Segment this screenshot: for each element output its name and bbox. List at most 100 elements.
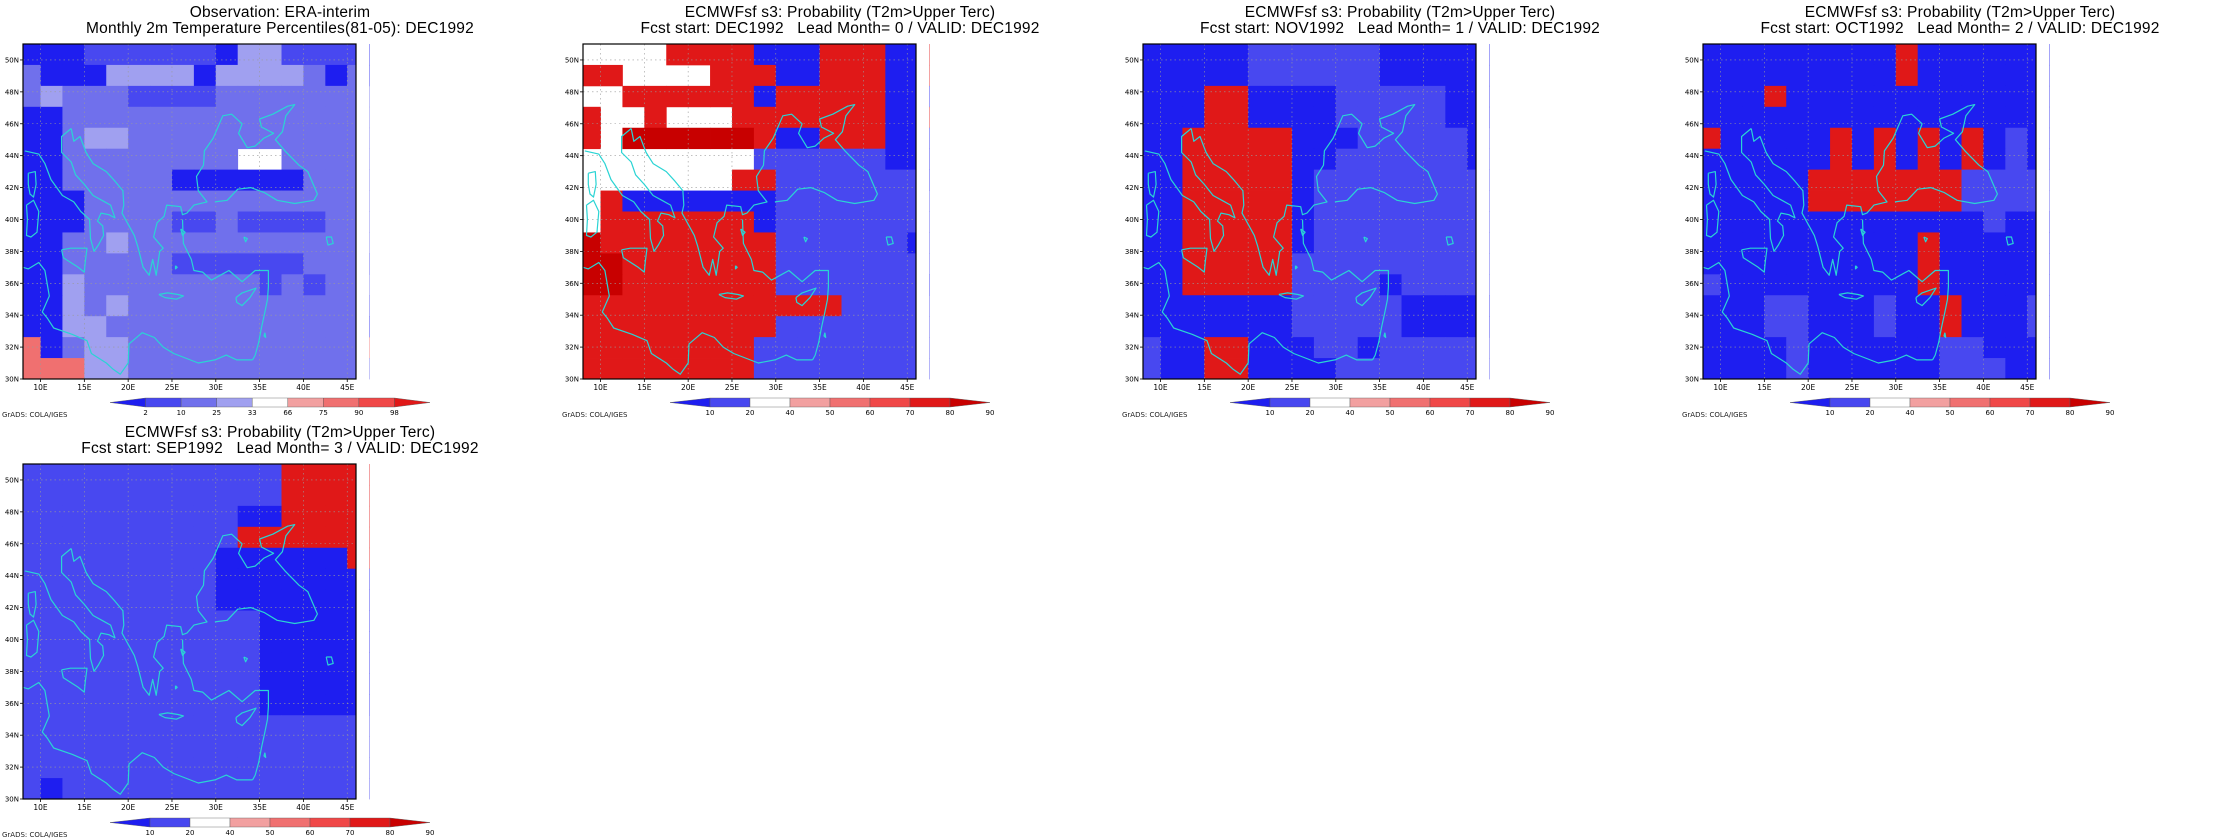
coastline: [1181, 247, 1208, 273]
grid-cell: [128, 316, 151, 338]
grid-cell: [62, 274, 85, 296]
grid-cell: [1379, 232, 1402, 254]
grid-cell: [215, 778, 239, 800]
grid-cell: [1764, 106, 1787, 129]
grid-cell: [1401, 190, 1424, 212]
grid-cell: [1939, 169, 1962, 191]
grid-cell: [1939, 232, 1962, 254]
grid-cell: [1873, 190, 1897, 212]
grid-cell: [303, 631, 326, 653]
grid-cell: [215, 232, 239, 254]
grid-cell: [128, 568, 151, 591]
grid-cell: [1379, 85, 1402, 108]
grid-cell: [583, 358, 601, 380]
grid-cell: [907, 190, 917, 212]
grid-cell: [1764, 316, 1787, 338]
grid-cell: [347, 316, 357, 338]
grid-cell: [1786, 358, 1809, 380]
grid-cell: [1808, 64, 1831, 87]
grid-cell: [1401, 358, 1424, 380]
colorbar-segment: [749, 397, 791, 408]
grid-cell: [281, 190, 304, 212]
grid-cell: [259, 64, 282, 87]
grid-cell: [797, 64, 821, 87]
grid-cell: [84, 106, 107, 129]
grid-cell: [1143, 253, 1161, 275]
grid-cell: [1983, 85, 2006, 108]
grid-cell: [325, 337, 348, 359]
grid-cell: [281, 85, 304, 108]
grid-cell: [303, 148, 326, 171]
grid-cell: [1313, 169, 1337, 191]
grid-cell: [753, 148, 777, 171]
grid-cell: [885, 64, 908, 87]
grid-cell: [237, 232, 261, 254]
grid-cell: [583, 232, 601, 254]
coastline: [1854, 265, 1858, 270]
colorbar-segment: [1789, 397, 1831, 408]
grid-cell: [1939, 148, 1962, 171]
grid-cell: [281, 694, 304, 716]
grid-cell: [1357, 44, 1381, 66]
grid-cell: [644, 190, 667, 212]
grid-cell: [1248, 295, 1271, 317]
grid-cell: [1270, 127, 1293, 150]
grid-cell: [1873, 148, 1897, 171]
grid-cell: [193, 484, 217, 507]
grid-cell: [325, 757, 348, 779]
colorbar-segment: [1949, 397, 1991, 408]
grid-cell: [347, 190, 357, 212]
y-tick-label: 38N: [1685, 248, 1699, 256]
grid-cell: [1423, 127, 1446, 150]
grid-cell: [1983, 127, 2006, 150]
grid-cell: [150, 127, 173, 150]
grid-cell: [1379, 274, 1402, 296]
grid-cell: [237, 211, 261, 233]
colorbar-label: 50: [1946, 409, 1955, 417]
grid-cell: [1379, 337, 1402, 359]
grid-cell: [106, 547, 129, 570]
grid-cell: [1248, 316, 1271, 338]
grid-cell: [600, 253, 623, 275]
grid-cell: [1313, 316, 1337, 338]
grid-cell: [1248, 358, 1271, 380]
coastline: [1143, 261, 1373, 375]
grid-cell: [1204, 169, 1227, 191]
grid-cell: [1873, 274, 1897, 296]
grid-cell: [1961, 337, 1984, 359]
coastline: [1861, 219, 1949, 361]
colorbar-label: 70: [2026, 409, 2035, 417]
grid-cell: [281, 316, 304, 338]
grid-cell: [1270, 211, 1293, 233]
grid-cell: [193, 169, 217, 191]
grid-cell: [128, 505, 151, 528]
grid-cell: [281, 652, 304, 674]
coastline: [2005, 236, 2014, 246]
grid-cell: [2027, 337, 2037, 359]
grid-cell: [1808, 253, 1831, 275]
grid-cell: [193, 526, 217, 549]
x-tick-label: 30E: [769, 383, 784, 392]
probability-cells: [1703, 44, 2050, 380]
grid-cell: [841, 232, 864, 254]
grid-cell: [1873, 106, 1897, 129]
grid-cell: [171, 547, 195, 570]
grid-cell: [1467, 148, 1477, 171]
grid-cell: [1445, 106, 1468, 129]
grid-cell: [259, 44, 282, 66]
grid-cell: [84, 568, 107, 591]
grid-cell: [1830, 358, 1853, 380]
grid-cell: [150, 44, 173, 66]
grid-cell: [106, 44, 129, 66]
grid-cell: [193, 127, 217, 150]
x-tick-label: 10E: [1713, 383, 1728, 392]
grid-cell: [1160, 85, 1183, 108]
grid-cell: [281, 631, 304, 653]
grid-cell: [1703, 337, 1721, 359]
grid-cell: [1401, 44, 1424, 66]
grid-cell: [600, 274, 623, 296]
grid-cell: [1961, 44, 1984, 66]
grid-cell: [40, 736, 63, 758]
grid-cell: [1808, 316, 1831, 338]
grid-cell: [171, 253, 195, 275]
